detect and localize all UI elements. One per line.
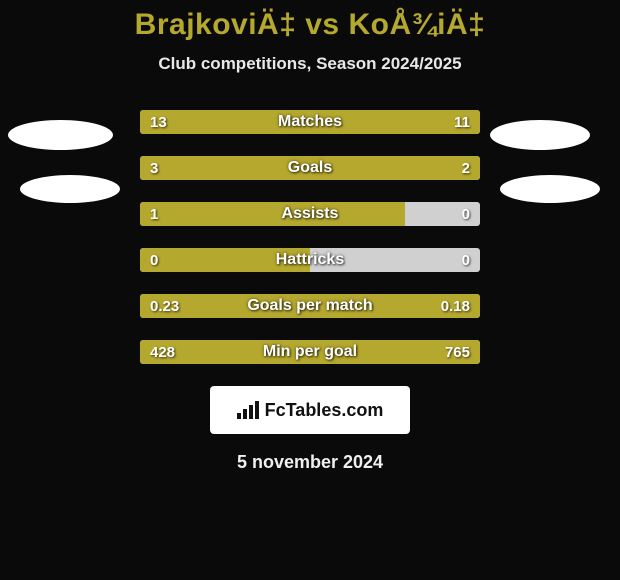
bar-background xyxy=(140,294,480,318)
bar-background xyxy=(140,248,480,272)
player-badge-placeholder xyxy=(490,120,590,150)
stat-row: Goals32 xyxy=(140,156,480,180)
bar-left xyxy=(140,110,290,134)
bar-right xyxy=(330,294,480,318)
stat-row: Matches1311 xyxy=(140,110,480,134)
bar-background xyxy=(140,156,480,180)
bar-left xyxy=(140,248,310,272)
bar-right xyxy=(290,110,480,134)
bar-right xyxy=(262,340,480,364)
player-badge-placeholder xyxy=(8,120,113,150)
bar-left xyxy=(140,202,405,226)
bar-left xyxy=(140,294,330,318)
stat-rows: Matches1311 Goals32 Assists10 Hattricks00 Go… xyxy=(140,110,480,364)
bar-right xyxy=(344,156,480,180)
logo-text: FcTables.com xyxy=(265,400,384,421)
stat-row: Hattricks00 xyxy=(140,248,480,272)
bar-background xyxy=(140,202,480,226)
bar-chart-icon xyxy=(237,401,259,419)
bar-left xyxy=(140,156,344,180)
fctables-logo: FcTables.com xyxy=(210,386,410,434)
stat-row: Goals per match0.230.18 xyxy=(140,294,480,318)
bar-left xyxy=(140,340,262,364)
player-badge-placeholder xyxy=(500,175,600,203)
comparison-title: BrajkoviÄ‡ vs KoÅ¾iÄ‡ xyxy=(0,8,620,42)
subtitle: Club competitions, Season 2024/2025 xyxy=(0,54,620,74)
stat-row: Assists10 xyxy=(140,202,480,226)
stat-row: Min per goal428765 xyxy=(140,340,480,364)
date-text: 5 november 2024 xyxy=(0,452,620,473)
bar-background xyxy=(140,340,480,364)
bar-background xyxy=(140,110,480,134)
player-badge-placeholder xyxy=(20,175,120,203)
